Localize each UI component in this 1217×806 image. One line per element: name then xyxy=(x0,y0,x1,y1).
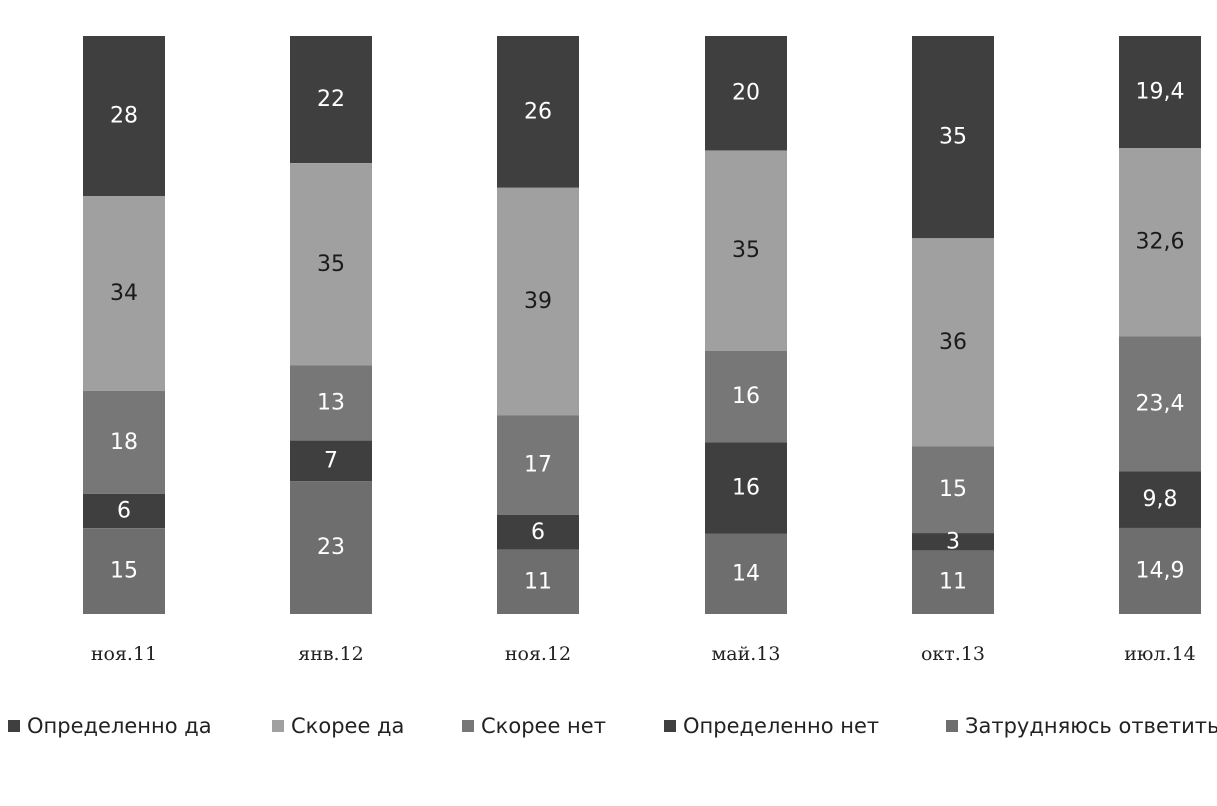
data-label: 3 xyxy=(946,529,960,554)
bar-segment xyxy=(290,440,372,482)
data-label: 6 xyxy=(531,520,545,545)
data-label: 20 xyxy=(732,81,760,106)
legend-label: Затрудняюсь ответить xyxy=(965,714,1217,738)
bar-segment xyxy=(1119,471,1201,528)
bar-segment xyxy=(497,36,579,188)
data-label: 39 xyxy=(524,289,552,314)
bar-segment xyxy=(83,390,165,494)
bar-segment xyxy=(83,196,165,391)
legend-swatch xyxy=(272,720,284,732)
bar-segment xyxy=(497,187,579,416)
data-label: 28 xyxy=(110,104,138,129)
bar-segment xyxy=(83,528,165,614)
bar-segment xyxy=(1119,36,1201,149)
legend-label: Определенно да xyxy=(27,714,212,738)
bar-segment xyxy=(705,533,787,614)
data-label: 19,4 xyxy=(1136,80,1185,105)
x-tick-label: ноя.11 xyxy=(91,643,157,665)
data-label: 23 xyxy=(317,535,345,560)
data-label: 17 xyxy=(524,453,552,478)
bar-segment xyxy=(705,350,787,443)
legend-item: Затрудняюсь ответить xyxy=(946,714,1217,738)
legend-swatch xyxy=(946,720,958,732)
data-label: 6 xyxy=(117,498,131,523)
data-label: 32,6 xyxy=(1136,230,1185,255)
x-tick-label: окт.13 xyxy=(921,643,985,665)
x-tick-label: ноя.12 xyxy=(505,643,571,665)
bar-segment xyxy=(497,549,579,614)
data-label: 36 xyxy=(939,330,967,355)
data-label: 14 xyxy=(732,561,760,586)
data-label: 9,8 xyxy=(1143,487,1178,512)
bar-segment xyxy=(1119,527,1201,614)
x-tick-label: май.13 xyxy=(712,643,781,665)
legend-label: Скорее нет xyxy=(481,714,606,738)
data-label: 18 xyxy=(110,430,138,455)
chart-legend: Определенно да Скорее да Скорее нет Определ… xyxy=(0,714,1217,750)
legend-item: Определенно нет xyxy=(664,714,879,738)
bar-segment xyxy=(912,238,994,447)
legend-item: Скорее нет xyxy=(462,714,606,738)
legend-swatch xyxy=(8,720,20,732)
bar-segment xyxy=(705,442,787,534)
legend-label: Скорее да xyxy=(291,714,405,738)
bar-segment xyxy=(290,365,372,441)
bar-segment xyxy=(705,150,787,351)
data-label: 34 xyxy=(110,281,138,306)
data-label: 35 xyxy=(939,125,967,150)
data-label: 26 xyxy=(524,99,552,124)
data-label: 13 xyxy=(317,391,345,416)
data-label: 22 xyxy=(317,87,345,112)
data-label: 14,9 xyxy=(1136,558,1185,583)
bar-segment xyxy=(290,481,372,614)
data-label: 35 xyxy=(732,238,760,263)
bar-segment xyxy=(912,550,994,614)
legend-item: Определенно да xyxy=(8,714,212,738)
data-label: 15 xyxy=(939,477,967,502)
bar-segment xyxy=(497,415,579,515)
legend-label: Определенно нет xyxy=(683,714,880,738)
x-tick-label: янв.12 xyxy=(298,643,364,665)
bar-segment xyxy=(705,36,787,151)
bar-segment xyxy=(290,163,372,366)
legend-item: Скорее да xyxy=(272,714,404,738)
data-label: 7 xyxy=(324,448,338,473)
legend-swatch xyxy=(462,720,474,732)
data-label: 16 xyxy=(732,384,760,409)
data-label: 15 xyxy=(110,559,138,584)
bar-segment xyxy=(290,36,372,164)
data-label: 35 xyxy=(317,252,345,277)
bar-segment xyxy=(912,36,994,239)
bar-segment xyxy=(1119,148,1201,337)
bar-segment xyxy=(83,36,165,197)
data-label: 11 xyxy=(524,569,552,594)
bar-segment xyxy=(912,533,994,551)
bar-segment xyxy=(497,514,579,550)
chart-plot: 28 34 18 6 15 ноя.11 22 35 13 7 23 янв.12 26 39 17 6 11 н… xyxy=(83,36,1201,665)
x-tick-label: июл.14 xyxy=(1124,643,1196,665)
legend-swatch xyxy=(664,720,676,732)
data-label: 23,4 xyxy=(1136,391,1185,416)
data-label: 16 xyxy=(732,476,760,501)
bar-segment xyxy=(1119,336,1201,472)
bar-segment xyxy=(83,493,165,529)
data-label: 11 xyxy=(939,570,967,595)
bar-segment xyxy=(912,446,994,534)
